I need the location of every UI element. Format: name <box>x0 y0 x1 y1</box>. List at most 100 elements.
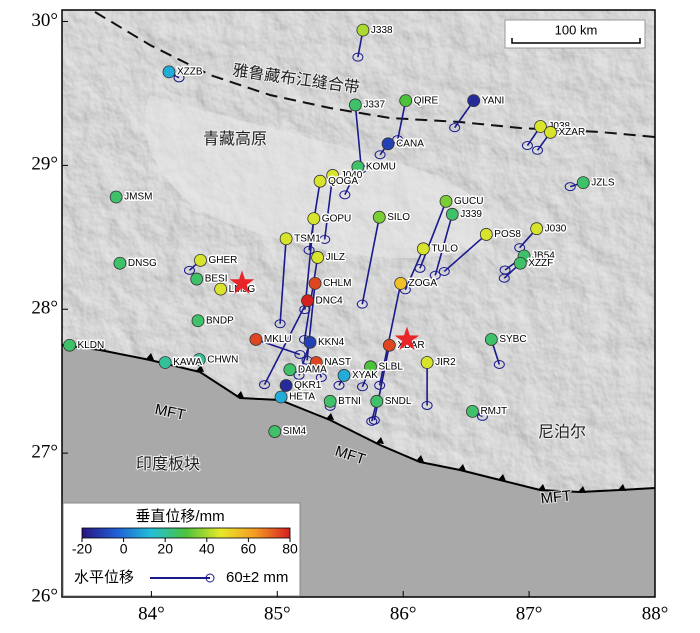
station-label: DAMA <box>298 364 327 375</box>
station-label: POS8 <box>494 229 521 240</box>
station <box>445 207 459 221</box>
y-tick-label: 27° <box>31 441 58 462</box>
station <box>303 335 317 349</box>
station <box>274 390 288 404</box>
station <box>190 272 204 286</box>
nepal-label: 尼泊尔 <box>538 423 586 441</box>
x-tick-label: 84° <box>138 603 165 624</box>
error-ellipse <box>356 382 368 392</box>
station-label: HETA <box>289 392 315 403</box>
station-label: MKLU <box>264 334 292 345</box>
station-label: JILZ <box>326 252 345 263</box>
station <box>313 174 327 188</box>
displacement-arrow <box>354 104 363 170</box>
station <box>544 125 557 139</box>
earthquake-star <box>394 326 420 350</box>
station-label: SIM4 <box>283 426 307 437</box>
colorbar-tick-label: 0 <box>120 541 128 557</box>
station <box>279 232 293 246</box>
station <box>158 356 172 369</box>
error-ellipse <box>259 380 271 390</box>
colorbar-tick-label: 40 <box>199 541 215 557</box>
error-ellipse <box>274 319 286 329</box>
station-label: KOMU <box>366 161 396 172</box>
station <box>356 23 370 37</box>
station <box>311 251 324 264</box>
station <box>382 338 396 352</box>
station <box>109 190 123 204</box>
station-label: DNC4 <box>316 295 344 306</box>
displacement-arrow <box>361 217 381 305</box>
station-label: YANI <box>482 95 505 106</box>
station <box>372 210 386 224</box>
station-label: J337 <box>363 100 385 111</box>
error-ellipse <box>374 380 386 390</box>
vector-legend-label: 60±2 mm <box>226 569 288 586</box>
error-ellipse <box>366 416 378 426</box>
x-tick-label: 87° <box>516 603 543 624</box>
station-label: QOGA <box>328 176 358 187</box>
y-tick-label: 30° <box>31 10 58 31</box>
station <box>309 356 323 369</box>
displacement-arrow <box>263 300 309 385</box>
error-ellipse <box>333 380 345 390</box>
error-ellipse <box>438 266 450 276</box>
india-label: 印度板块 <box>136 455 200 473</box>
colorbar-tick-label: 20 <box>157 541 173 557</box>
displacement-arrow <box>404 248 425 291</box>
x-tick-label: 85° <box>264 603 291 624</box>
station <box>370 394 384 408</box>
vector-legend-title: 水平位移 <box>74 569 134 586</box>
error-ellipse <box>293 370 305 380</box>
station-label: GUCU <box>454 196 483 207</box>
station-label: JZLS <box>591 177 615 188</box>
station <box>249 333 263 346</box>
vector-legend-ellipse <box>205 573 215 583</box>
station <box>467 94 481 108</box>
displacement-arrow <box>255 338 301 356</box>
station-label: XZAR <box>559 127 586 138</box>
legend: 垂直位移/mm 水平位移 60±2 mm -20 0 20 40 60 80 <box>62 502 301 597</box>
colorbar-title: 垂直位移/mm <box>135 508 224 525</box>
station-label: GHER <box>208 255 237 266</box>
station <box>399 94 413 108</box>
x-tick-label: 86° <box>390 603 417 624</box>
station-label: SNDL <box>385 396 412 407</box>
x-tick-label: 88° <box>642 603 669 624</box>
station <box>394 276 408 290</box>
station-label: JMSM <box>124 192 152 203</box>
station-label: KLDN <box>78 340 105 351</box>
station-label: BTNI <box>338 396 361 407</box>
station-label: XYAK <box>352 370 378 381</box>
station-label: J339 <box>460 209 482 220</box>
displacement-arrow <box>378 283 402 386</box>
earthquake-star <box>229 270 255 294</box>
scale-label: 100 km <box>555 22 598 37</box>
y-tick-label: 26° <box>31 585 58 606</box>
displacement-arrow <box>396 100 407 140</box>
colorbar-tick-label: 60 <box>241 541 257 557</box>
station-label: BESI <box>205 274 228 285</box>
error-ellipse <box>449 123 461 133</box>
plateau-label: 青藏高原 <box>203 130 267 148</box>
station-label: NAST <box>324 357 351 368</box>
error-ellipse <box>315 372 327 382</box>
station <box>439 194 453 208</box>
station-label: TULO <box>431 243 458 254</box>
error-ellipse <box>294 349 306 359</box>
displacement-arrow <box>419 201 447 269</box>
station <box>348 98 362 112</box>
station <box>323 394 337 408</box>
station-label: KAWA <box>173 357 202 368</box>
error-ellipse <box>173 73 185 83</box>
error-ellipse <box>368 415 380 425</box>
station <box>364 360 377 374</box>
station <box>326 169 340 182</box>
station <box>484 333 498 346</box>
displacement-arrow <box>323 175 334 240</box>
station <box>113 256 127 270</box>
station-label: BNDP <box>206 315 234 326</box>
error-ellipse <box>356 299 368 309</box>
